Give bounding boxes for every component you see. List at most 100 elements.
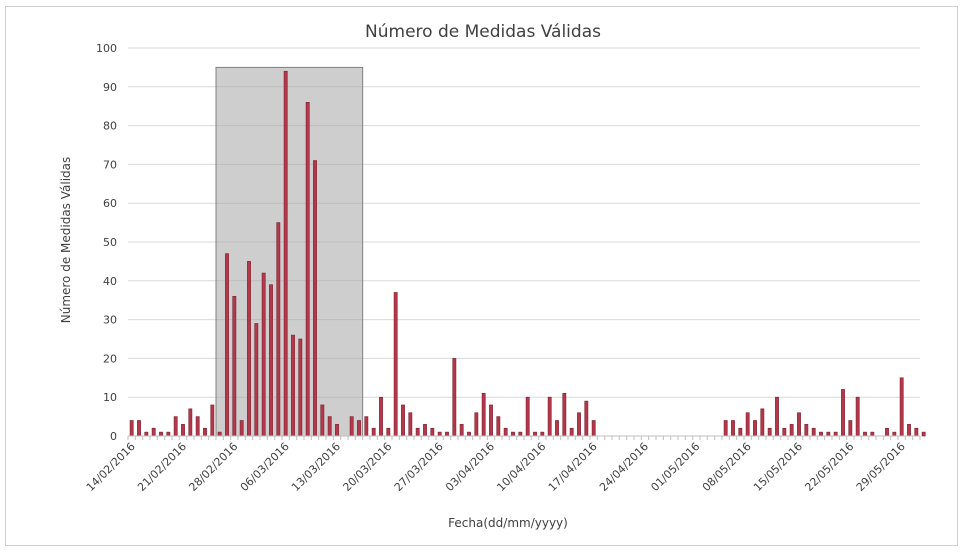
x-tick-label: 22/05/2016 xyxy=(802,440,856,494)
bar xyxy=(789,424,794,437)
bar xyxy=(547,396,552,437)
y-tick-label: 70 xyxy=(103,158,117,171)
y-tick-label: 50 xyxy=(103,236,117,249)
x-tick-label: 01/05/2016 xyxy=(648,440,702,494)
x-tick-label: 20/03/2016 xyxy=(340,440,394,494)
bar xyxy=(496,416,501,437)
bar xyxy=(415,427,420,437)
x-tick-label: 03/04/2016 xyxy=(443,440,497,494)
x-tick-label: 27/03/2016 xyxy=(392,440,446,494)
x-tick-label: 13/03/2016 xyxy=(289,440,343,494)
bar xyxy=(753,420,757,437)
bar xyxy=(276,222,281,437)
bar xyxy=(533,431,537,437)
bar xyxy=(437,431,442,437)
bars xyxy=(129,70,926,437)
bar xyxy=(386,427,391,437)
bar xyxy=(151,427,156,437)
bar xyxy=(555,420,559,437)
bar xyxy=(511,431,515,437)
chart-title: Número de Medidas Válidas xyxy=(365,22,601,42)
bar xyxy=(569,427,574,437)
bar xyxy=(203,427,207,437)
bar xyxy=(907,424,911,437)
bar xyxy=(782,427,787,437)
bar xyxy=(738,427,743,437)
bar xyxy=(349,416,354,437)
bar xyxy=(225,253,229,437)
x-tick-label: 24/04/2016 xyxy=(597,440,651,494)
bar xyxy=(819,431,823,437)
bar xyxy=(833,431,838,437)
bar xyxy=(313,160,317,437)
bar xyxy=(393,292,398,437)
bar xyxy=(298,338,303,437)
x-tick-label: 08/05/2016 xyxy=(700,440,754,494)
bar xyxy=(144,431,149,437)
bar xyxy=(518,431,523,437)
bar xyxy=(797,412,801,437)
bar xyxy=(503,427,508,437)
bar xyxy=(767,427,772,437)
bar xyxy=(914,427,919,437)
y-tick-label: 40 xyxy=(103,275,117,288)
x-tick-label: 10/04/2016 xyxy=(494,440,548,494)
bar xyxy=(745,412,750,437)
y-tick-label: 30 xyxy=(103,314,117,327)
bar xyxy=(804,424,809,437)
y-tick-label: 90 xyxy=(103,81,117,94)
bar xyxy=(584,400,589,437)
bar xyxy=(335,424,339,437)
y-axis-ticks: 0 10 20 30 40 50 60 70 80 90 100 xyxy=(96,42,117,443)
bar xyxy=(379,396,383,437)
bar xyxy=(885,427,889,437)
bar xyxy=(870,431,875,437)
bar xyxy=(811,427,816,437)
y-tick-label: 20 xyxy=(103,352,117,365)
bar xyxy=(210,404,215,437)
bar xyxy=(173,416,178,437)
bar xyxy=(232,296,237,437)
bar xyxy=(305,102,310,437)
bar xyxy=(467,431,471,437)
bar xyxy=(481,393,486,437)
bar xyxy=(364,416,369,437)
bar xyxy=(899,377,904,437)
y-tick-label: 60 xyxy=(103,197,117,210)
y-tick-label: 100 xyxy=(96,42,117,55)
bar xyxy=(357,420,361,437)
bar xyxy=(826,431,831,437)
bar xyxy=(283,70,288,437)
y-tick-label: 80 xyxy=(103,120,117,133)
y-axis-label: Número de Medidas Válidas xyxy=(59,157,73,324)
x-tick-label: 29/05/2016 xyxy=(854,440,908,494)
bar xyxy=(195,416,200,437)
bar xyxy=(159,431,163,437)
bar xyxy=(855,396,860,437)
bar xyxy=(489,404,493,437)
bar xyxy=(181,424,185,437)
bar xyxy=(254,323,259,437)
bar xyxy=(562,393,567,437)
bar xyxy=(474,412,479,437)
bar xyxy=(892,431,897,437)
x-tick-label: 21/02/2016 xyxy=(135,440,189,494)
bar xyxy=(137,420,141,437)
bar xyxy=(775,396,779,437)
highlight-region xyxy=(215,66,364,437)
x-tick-label: 14/02/2016 xyxy=(84,440,138,494)
bar xyxy=(921,431,926,437)
x-axis-ticks: 14/02/201621/02/201628/02/201606/03/2016… xyxy=(84,440,908,494)
bar xyxy=(525,396,530,437)
bar xyxy=(459,424,464,437)
bar xyxy=(540,431,545,437)
bar xyxy=(327,416,332,437)
bar xyxy=(841,389,845,437)
bar xyxy=(188,408,193,437)
bar xyxy=(731,420,735,437)
bar xyxy=(430,427,435,437)
bar xyxy=(217,431,222,437)
bar xyxy=(408,412,413,437)
bar xyxy=(269,284,273,437)
